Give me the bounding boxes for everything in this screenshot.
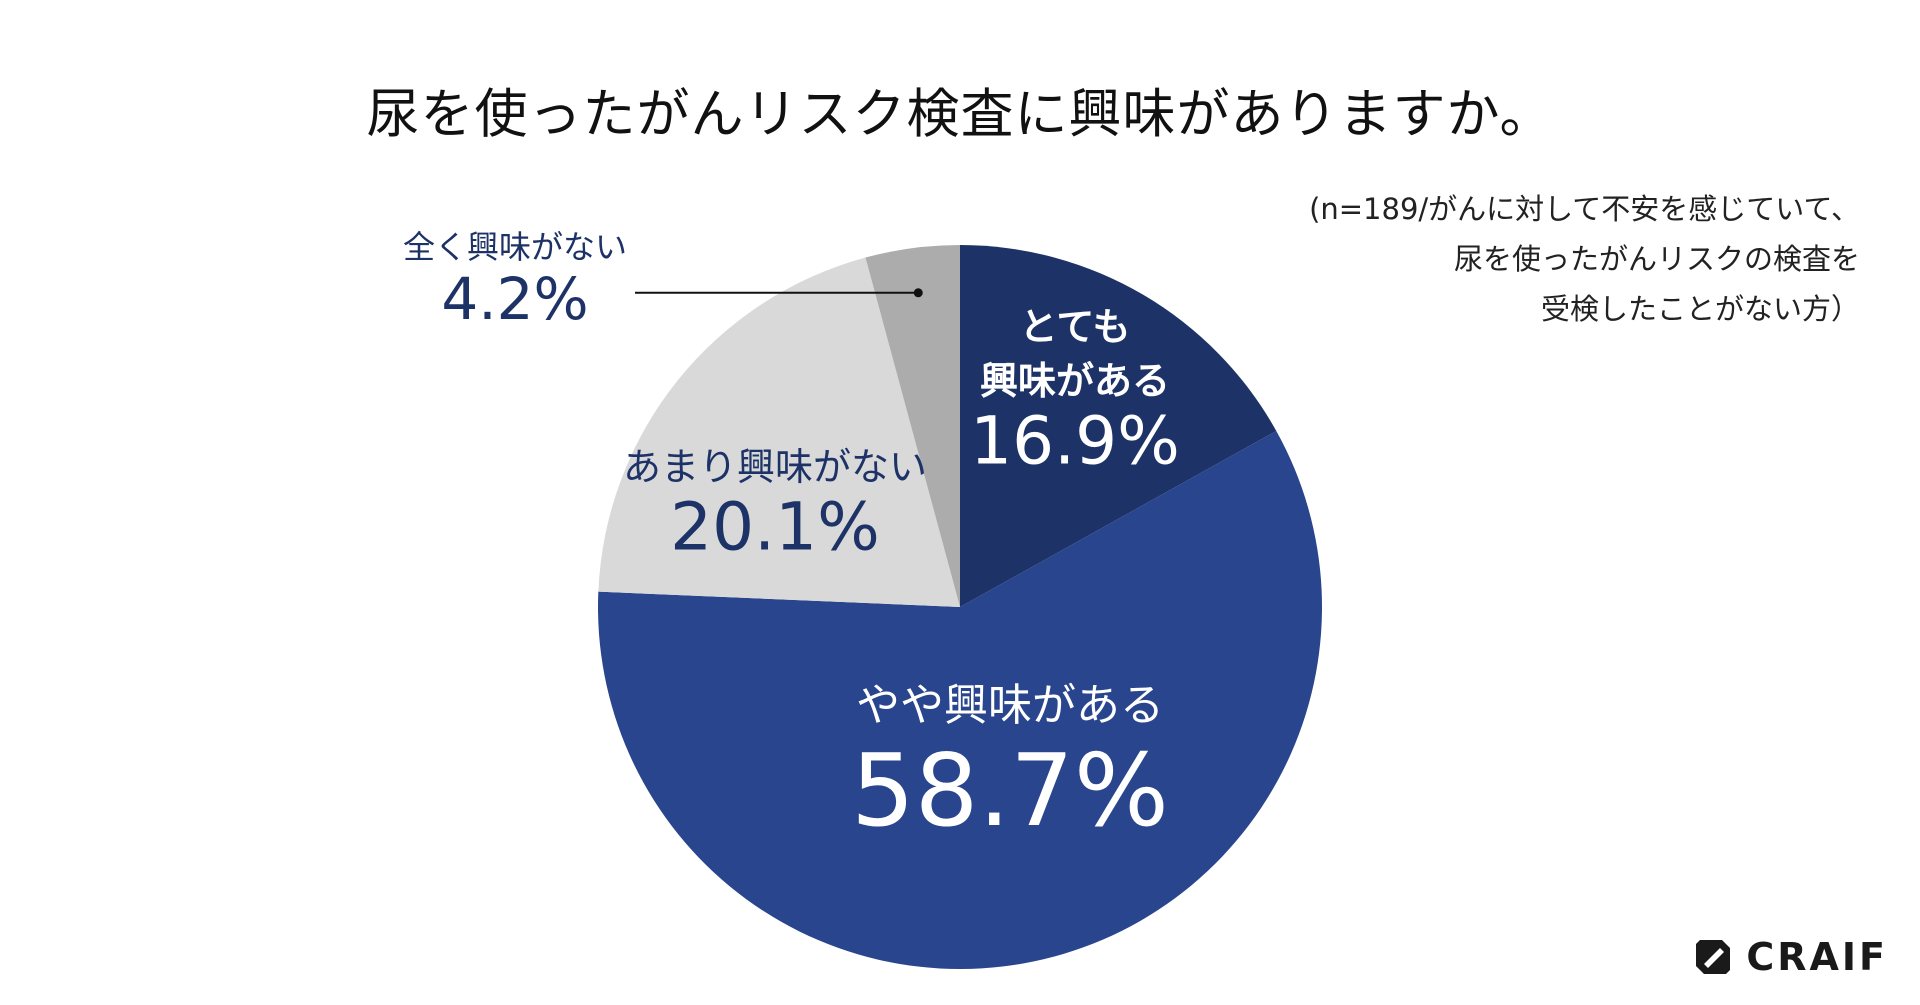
slice-label-4-line-1: 全く興味がない [403,228,627,266]
craif-logo: CRAIF [1692,935,1888,979]
pie-slice-1 [960,245,1277,607]
slice-label-2-line-1: やや興味がある [856,680,1164,731]
craif-logo-icon [1696,940,1731,974]
slice-label-1-line-2: 興味がある [980,359,1170,403]
slice-value-2: 58.7% [851,732,1169,849]
sample-note-line-3: 受検したことがない方） [1540,292,1860,326]
sample-note: (n=189/がんに対して不安を感じていて、 尿を使ったがんリスクの検査を 受検… [1100,184,1860,334]
sample-note-line-1: (n=189/がんに対して不安を感じていて、 [1309,192,1860,226]
slice-value-3: 20.1% [670,488,880,565]
chart-title: 尿を使ったがんリスク検査に興味がありますか。 [366,84,1554,145]
pie-slice-3 [598,257,960,607]
slice-value-1: 16.9% [970,402,1180,479]
logo-text: CRAIF [1746,935,1888,979]
slice-label-3-line-1: あまり興味がない [623,445,927,489]
sample-note-line-2: 尿を使ったがんリスクの検査を [1453,242,1860,276]
pie-slice-4 [865,245,960,607]
pie-slice-2 [598,430,1322,969]
callout-dot [913,288,923,298]
slice-value-4: 4.2% [441,265,588,333]
slice-label-1-line-1: とても [1020,305,1131,349]
